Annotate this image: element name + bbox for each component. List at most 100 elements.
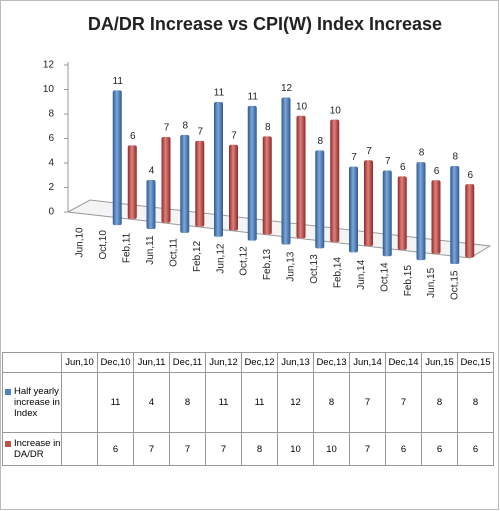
value-cell: 7 — [385, 372, 422, 433]
y-tick-label: 8 — [48, 109, 54, 120]
header-cell: Dec,10 — [97, 352, 134, 373]
data-label: 10 — [330, 105, 342, 116]
value-cell: 7 — [349, 432, 386, 466]
x-tick-label: Oct,11 — [168, 238, 179, 267]
series-name: Increase in DA/DR — [5, 438, 61, 460]
value-cell: 10 — [313, 432, 350, 466]
data-label: 10 — [296, 101, 308, 112]
y-tick-label: 0 — [48, 207, 54, 218]
x-tick-label: Jun,12 — [215, 243, 226, 273]
value-cell: 6 — [385, 432, 422, 466]
bar — [127, 145, 137, 219]
bar — [364, 160, 373, 247]
x-tick-label: Feb,14 — [332, 257, 343, 289]
data-label: 8 — [265, 122, 271, 133]
value-cell: 12 — [277, 372, 314, 433]
bar — [330, 119, 340, 243]
series-cell: Increase in DA/DR — [2, 432, 62, 466]
x-tick-label: Jun,13 — [286, 251, 297, 281]
x-tick-label: Jun,14 — [356, 259, 367, 289]
bar — [146, 180, 156, 230]
y-tick-label: 6 — [48, 133, 54, 144]
x-tick-label: Oct,15 — [450, 270, 461, 300]
bar — [112, 90, 122, 226]
data-label: 11 — [113, 76, 124, 87]
data-label: 7 — [366, 146, 372, 157]
data-label: 6 — [130, 131, 136, 142]
value-cell — [61, 432, 98, 466]
x-tick-label: Oct,12 — [239, 246, 250, 276]
x-tick-label: Jun,10 — [75, 227, 86, 257]
value-cell: 6 — [97, 432, 134, 466]
value-cell: 7 — [169, 432, 206, 466]
header-cell: Dec,13 — [313, 352, 350, 373]
value-cell: 4 — [133, 372, 170, 433]
data-label: 7 — [385, 156, 391, 167]
data-row: Half yearly increase in Index 11 4 8 11 11 12 8… — [2, 372, 494, 433]
header-cell: Dec,11 — [169, 352, 206, 373]
data-row: Increase in DA/DR 6 7 7 7 8 10 10 7 6 6 6 — [2, 432, 494, 466]
data-label: 8 — [317, 136, 323, 147]
data-label: 8 — [419, 148, 425, 159]
data-label: 12 — [281, 83, 293, 94]
y-tick-label: 12 — [43, 60, 55, 71]
x-tick-label: Oct,13 — [309, 254, 320, 284]
value-cell: 11 — [97, 372, 134, 433]
bar — [397, 176, 407, 250]
data-label: 6 — [434, 166, 440, 177]
header-cell: Dec,12 — [241, 352, 278, 373]
header-cell: Jun,13 — [277, 352, 314, 373]
data-label: 7 — [164, 123, 170, 134]
header-row: Jun,10 Dec,10 Jun,11 Dec,11 Jun,12 Dec,12 Jun,… — [2, 352, 494, 373]
legend-swatch — [5, 441, 11, 447]
x-tick-label: Feb,13 — [262, 249, 273, 281]
bar — [262, 136, 272, 235]
header-cell: Jun,12 — [205, 352, 242, 373]
value-cell: 11 — [241, 372, 278, 433]
bar — [214, 102, 223, 237]
value-cell: 7 — [349, 372, 386, 433]
header-cell: Jun,10 — [61, 352, 98, 373]
legend-label: Increase in DA/DR — [14, 438, 61, 460]
value-cell: 11 — [205, 372, 242, 433]
header-cell: Dec,15 — [457, 352, 494, 373]
x-tick-label: Feb,15 — [403, 265, 414, 297]
value-cell: 8 — [313, 372, 350, 433]
corner-cell — [2, 352, 62, 373]
x-tick-label: Oct,14 — [379, 262, 390, 292]
bar — [431, 180, 441, 254]
series-cell: Half yearly increase in Index — [2, 372, 62, 433]
header-cell: Jun,15 — [421, 352, 458, 373]
legend-swatch — [5, 389, 11, 395]
bar — [281, 97, 291, 245]
data-label: 7 — [351, 152, 357, 163]
x-tick-label: Feb,11 — [122, 232, 133, 263]
value-cell: 8 — [457, 372, 494, 433]
value-cell: 7 — [205, 432, 242, 466]
bar — [296, 115, 306, 239]
bar — [465, 184, 475, 258]
x-tick-label: Oct,10 — [98, 230, 109, 260]
y-tick-label: 4 — [48, 158, 54, 169]
data-label: 7 — [197, 127, 203, 138]
x-tick-label: Jun,11 — [145, 235, 156, 265]
data-label: 6 — [467, 170, 473, 181]
bar — [195, 140, 205, 227]
data-label: 8 — [182, 121, 188, 132]
x-tick-label: Jun,15 — [426, 267, 437, 297]
bar — [349, 166, 358, 253]
bar — [229, 144, 238, 231]
series-name: Half yearly increase in Index — [5, 386, 61, 419]
data-label: 4 — [149, 166, 155, 177]
data-label: 6 — [400, 162, 406, 173]
y-tick-label: 2 — [48, 182, 54, 193]
header-cell: Jun,11 — [133, 352, 170, 373]
data-label: 8 — [452, 152, 458, 163]
value-cell — [61, 372, 98, 433]
data-table: Jun,10 Dec,10 Jun,11 Dec,11 Jun,12 Dec,12 Jun,… — [2, 352, 494, 466]
header-cell: Jun,14 — [349, 352, 386, 373]
bar — [247, 105, 257, 241]
y-tick-label: 10 — [43, 84, 55, 95]
